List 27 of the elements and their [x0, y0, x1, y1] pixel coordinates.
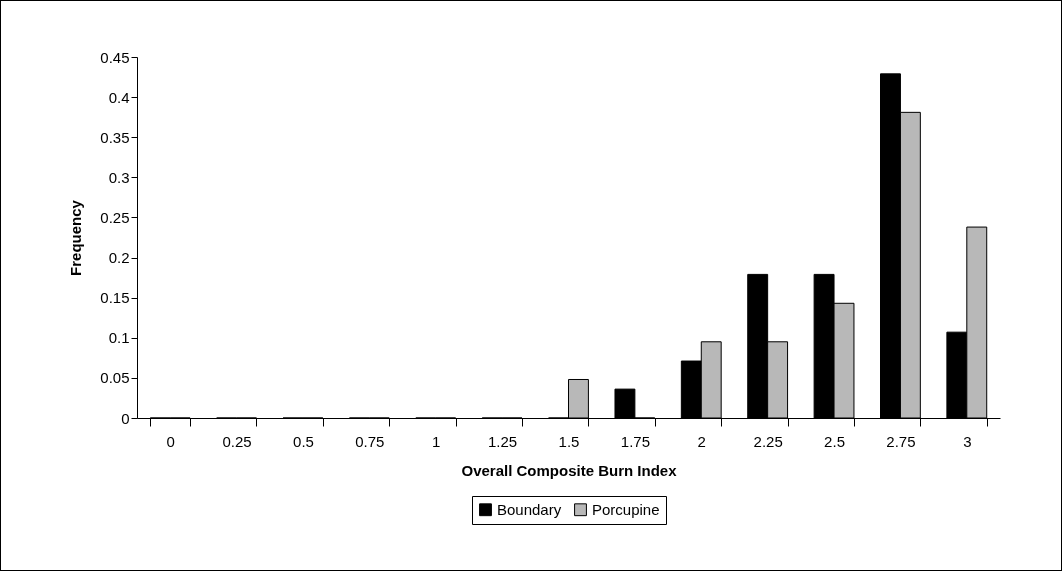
y-tick-label: 0: [121, 409, 130, 427]
x-tick-label: 3: [963, 432, 972, 450]
y-tick-label: 0.45: [100, 48, 130, 66]
x-tick-label: 0.5: [293, 432, 314, 450]
y-axis-title: Frequency: [67, 199, 85, 276]
x-tick-label: 1.5: [558, 432, 580, 450]
y-tick-label: 0.4: [108, 88, 130, 106]
y-tick-label: 0.15: [100, 289, 130, 307]
x-tick-label: 2.75: [886, 432, 916, 450]
x-axis-title: Overall Composite Burn Index: [461, 461, 678, 479]
legend-label: Porcupine: [592, 500, 660, 518]
y-tick-label: 0.3: [108, 168, 130, 186]
y-tick-label: 0.35: [100, 128, 130, 146]
y-tick-label: 0.25: [100, 208, 130, 226]
y-tick-label: 0.2: [108, 249, 130, 267]
x-tick-label: 0: [166, 432, 175, 450]
x-tick-label: 2.25: [753, 432, 783, 450]
x-tick-label: 0.25: [222, 432, 252, 450]
x-tick-label: 1: [432, 432, 441, 450]
y-tick-label: 0.1: [108, 329, 130, 347]
x-tick-label: 0.75: [355, 432, 385, 450]
x-tick-label: 2: [697, 432, 706, 450]
y-tick-label: 0.05: [100, 369, 130, 387]
legend-label: Boundary: [497, 500, 562, 518]
x-tick-label: 1.25: [488, 432, 518, 450]
x-tick-label: 1.75: [620, 432, 650, 450]
x-tick-label: 2.5: [824, 432, 845, 450]
